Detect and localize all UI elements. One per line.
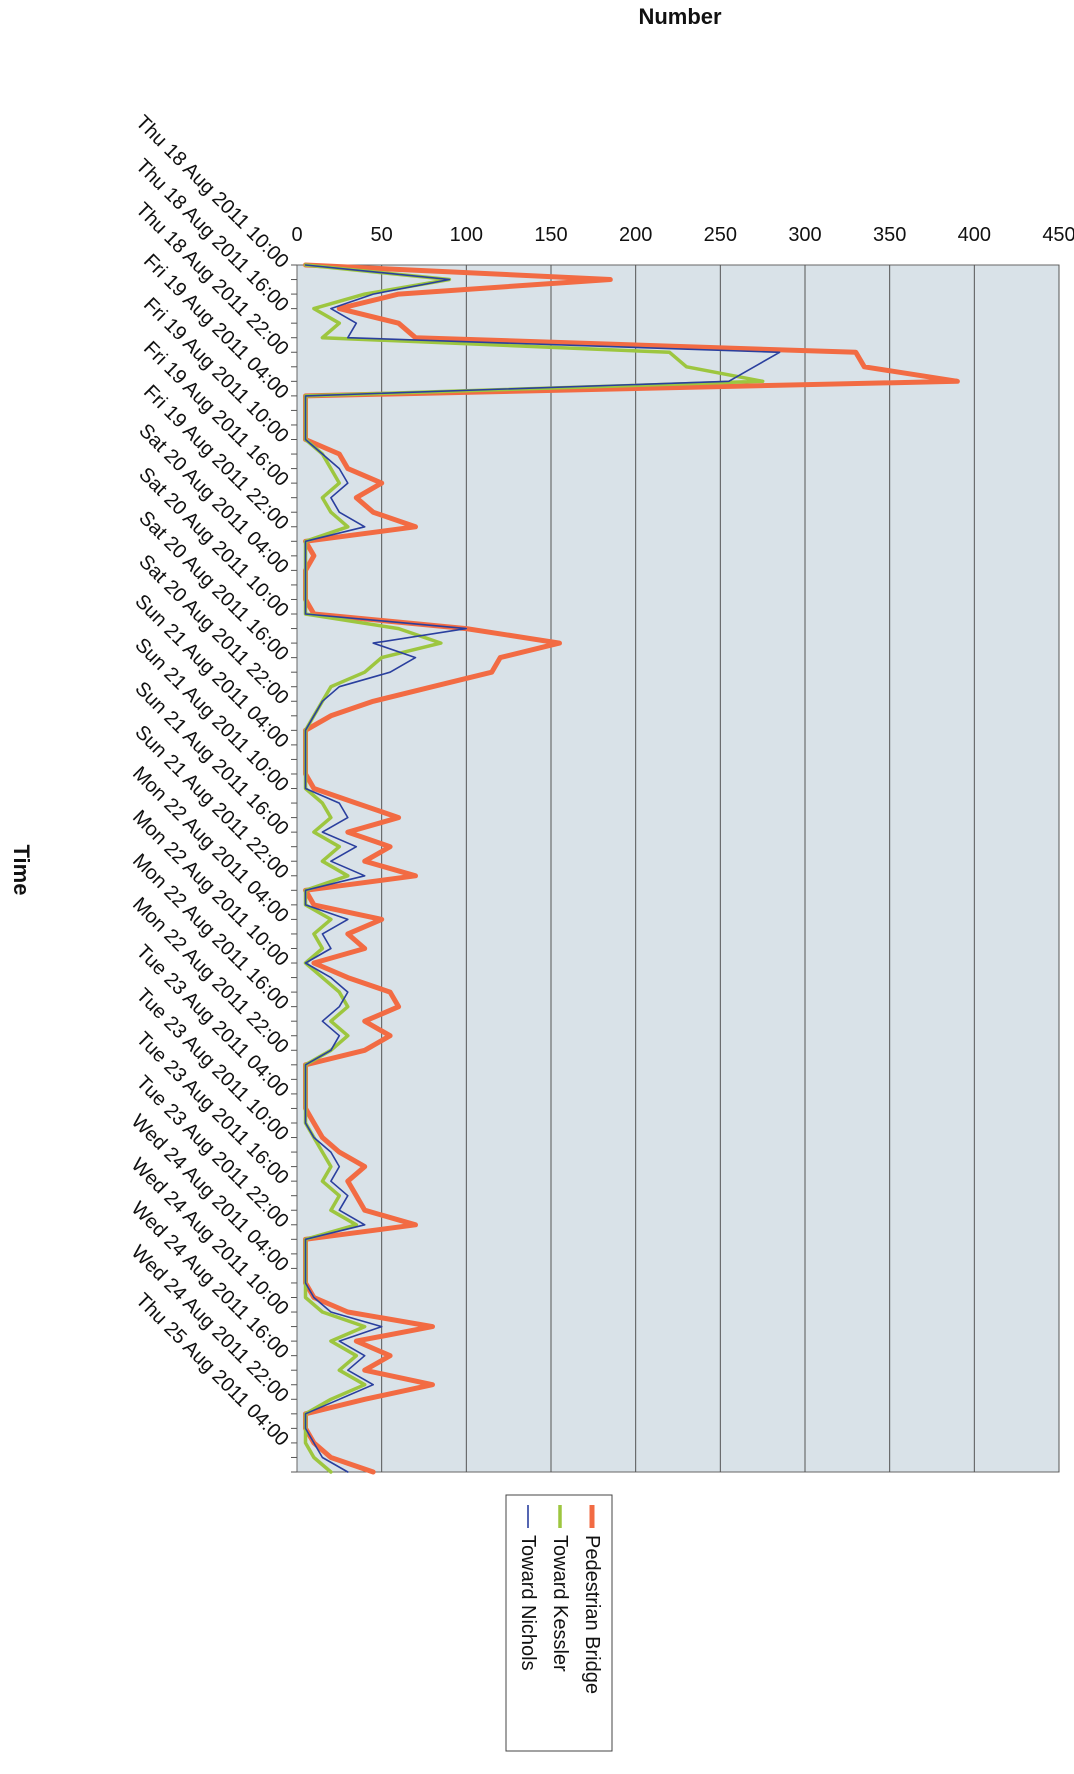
y-tick-label: 400 <box>958 224 991 246</box>
y-tick-label: 450 <box>1042 224 1074 246</box>
series-line-toward-nichols <box>304 264 781 1473</box>
y-axis-ticks: 0 50 100 150 200 250 300 350 400 450 <box>291 224 1074 246</box>
rotated-chart-group: 0 50 100 150 200 250 300 350 400 450 Thu 18 Aug 2… <box>9 111 1074 1752</box>
y-tick-label: 0 <box>291 224 302 246</box>
x-axis-title: Time <box>9 845 34 896</box>
y-tick-label: 350 <box>873 224 906 246</box>
x-axis-tick-marks <box>291 264 297 1473</box>
legend-label: Toward Nichols <box>517 1535 539 1671</box>
series-lines <box>303 262 960 1475</box>
y-tick-label: 200 <box>619 224 652 246</box>
y-tick-label: 300 <box>788 224 821 246</box>
legend-label: Toward Kessler <box>549 1535 571 1672</box>
y-axis-title: Number <box>638 4 722 29</box>
plot-background <box>296 264 1060 1473</box>
y-tick-label: 150 <box>534 224 567 246</box>
gridlines <box>381 265 1060 1472</box>
legend-label: Pedestrian Bridge <box>581 1535 603 1694</box>
y-tick-label: 100 <box>450 224 483 246</box>
legend-box <box>505 1494 613 1752</box>
y-tick-label: 50 <box>371 224 393 246</box>
y-tick-label: 250 <box>704 224 737 246</box>
legend: Pedestrian Bridge Toward Kessler Toward Ni… <box>505 1494 613 1752</box>
